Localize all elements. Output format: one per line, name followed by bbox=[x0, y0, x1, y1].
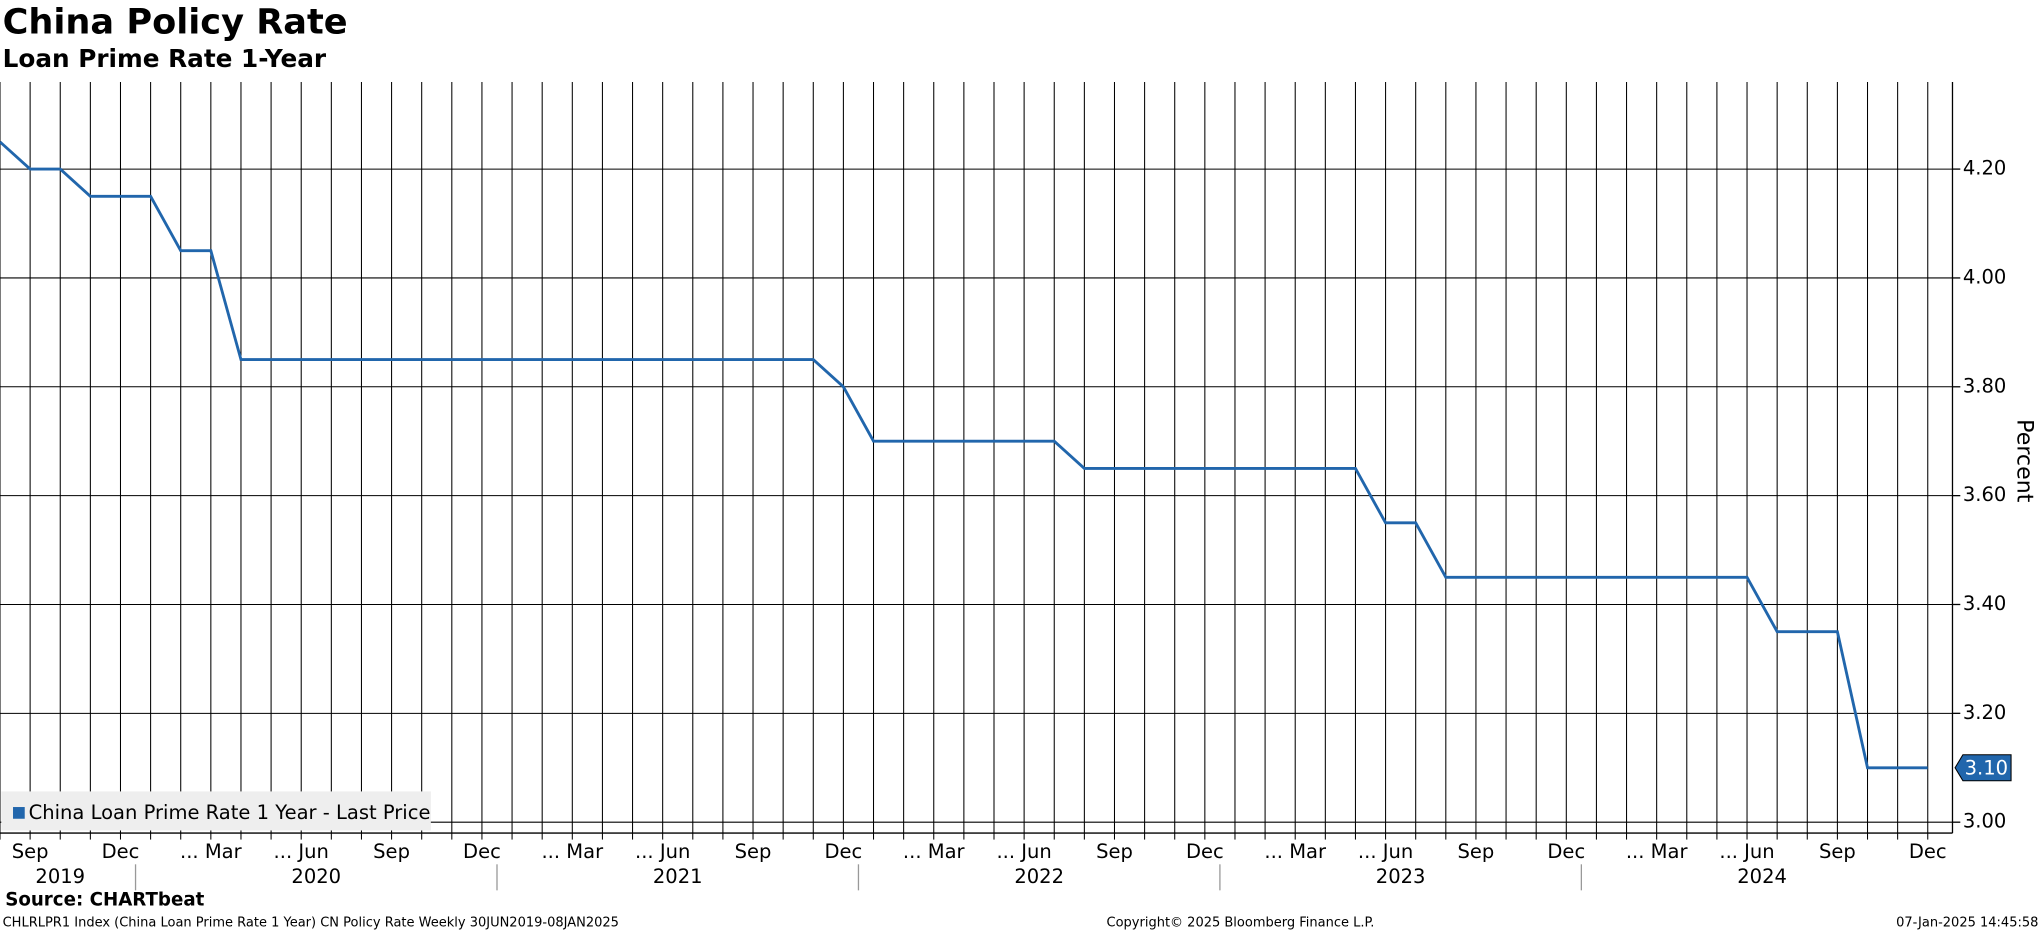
footer-right: 07-Jan-2025 14:45:58 bbox=[1896, 915, 2038, 930]
last-price-label: 3.10 bbox=[1965, 757, 2008, 780]
chart-subtitle: Loan Prime Rate 1-Year bbox=[3, 44, 327, 73]
y-tick-label: 3.00 bbox=[1963, 810, 2006, 833]
x-tick-label: ... Mar bbox=[1264, 840, 1327, 863]
data-line bbox=[0, 140, 1928, 770]
year-label: 2024 bbox=[1737, 865, 1787, 888]
x-tick-label: Dec bbox=[102, 840, 140, 863]
source: Source: CHARTbeat bbox=[5, 890, 204, 911]
x-tick-label: Sep bbox=[1819, 840, 1856, 863]
x-tick-label: Sep bbox=[735, 840, 772, 863]
footer-center: Copyright© 2025 Bloomberg Finance L.P. bbox=[1107, 915, 1375, 930]
x-tick-label: ... Mar bbox=[903, 840, 966, 863]
x-tick-label: Sep bbox=[12, 840, 49, 863]
year-label: 2022 bbox=[1014, 865, 1064, 888]
year-label: 2019 bbox=[35, 865, 85, 888]
y-tick-label: 4.20 bbox=[1963, 157, 2006, 180]
x-tick-label: ... Jun bbox=[274, 840, 329, 863]
x-tick-label: Dec bbox=[1186, 840, 1224, 863]
y-tick-label: 4.00 bbox=[1963, 265, 2006, 288]
x-tick-label: ... Mar bbox=[180, 840, 243, 863]
y-tick-label: 3.20 bbox=[1963, 701, 2006, 724]
legend-swatch bbox=[13, 807, 25, 819]
x-tick-label: Sep bbox=[1096, 840, 1133, 863]
legend-box bbox=[1, 791, 431, 831]
year-label: 2023 bbox=[1376, 865, 1426, 888]
x-tick-label: ... Mar bbox=[541, 840, 604, 863]
x-tick-label: Dec bbox=[1909, 840, 1947, 863]
x-tick-label: ... Jun bbox=[1719, 840, 1774, 863]
x-tick-label: Dec bbox=[463, 840, 501, 863]
y-tick-label: 3.60 bbox=[1963, 483, 2006, 506]
x-tick-label: ... Mar bbox=[1626, 840, 1689, 863]
y-tick-label: 3.80 bbox=[1963, 374, 2006, 397]
chart-title: China Policy Rate bbox=[3, 1, 348, 42]
last-price-box bbox=[1954, 754, 2012, 782]
x-tick-label: Dec bbox=[1547, 840, 1585, 863]
year-label: 2020 bbox=[291, 865, 341, 888]
x-tick-label: ... Jun bbox=[1358, 840, 1413, 863]
x-tick-label: Dec bbox=[825, 840, 863, 863]
x-tick-label: Sep bbox=[1458, 840, 1495, 863]
x-tick-label: ... Jun bbox=[996, 840, 1051, 863]
x-tick-label: ... Jun bbox=[635, 840, 690, 863]
plot-area bbox=[0, 82, 1953, 834]
footer-left: CHLRLPR1 Index (China Loan Prime Rate 1 … bbox=[3, 915, 619, 930]
x-tick-label: Sep bbox=[373, 840, 410, 863]
legend-label: China Loan Prime Rate 1 Year - Last Pric… bbox=[29, 801, 431, 824]
y-axis-label: Percent bbox=[2012, 419, 2038, 503]
year-label: 2021 bbox=[653, 865, 703, 888]
y-tick-label: 3.40 bbox=[1963, 592, 2006, 615]
